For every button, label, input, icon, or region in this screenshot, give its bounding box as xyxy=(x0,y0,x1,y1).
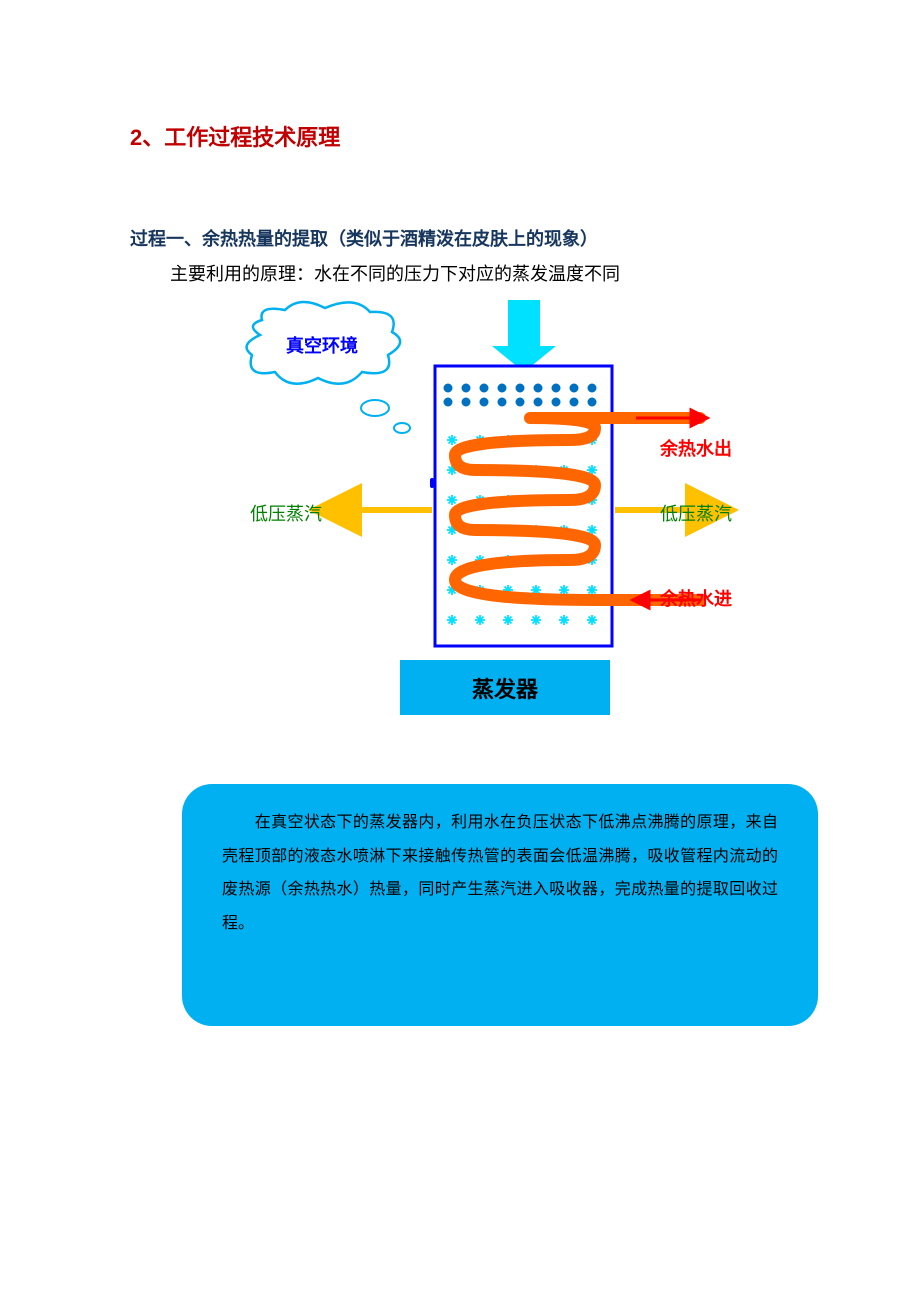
description-box: 在真空状态下的蒸发器内，利用水在负压状态下低沸点沸腾的原理，来自壳程顶部的液态水… xyxy=(182,784,818,1026)
evaporator-diagram: 真空环境 xyxy=(0,300,920,710)
hot-in-label: 余热水进 xyxy=(660,585,732,611)
principle-text: 主要利用的原理：水在不同的压力下对应的蒸发温度不同 xyxy=(170,260,620,286)
cloud-label: 真空环境 xyxy=(286,335,358,356)
spray-inlet-arrow xyxy=(492,300,556,372)
vessel-detail xyxy=(430,478,434,488)
section-title: 2、工作过程技术原理 xyxy=(130,120,340,152)
steam-left-label: 低压蒸汽 xyxy=(250,500,322,526)
hot-out-label: 余热水出 xyxy=(660,435,732,461)
steam-right-label: 低压蒸汽 xyxy=(660,500,732,526)
device-name-box: 蒸发器 xyxy=(400,660,610,715)
process-subtitle: 过程一、余热热量的提取（类似于酒精泼在皮肤上的现象） xyxy=(130,225,598,251)
vacuum-cloud: 真空环境 xyxy=(247,302,410,433)
page: 2、工作过程技术原理 过程一、余热热量的提取（类似于酒精泼在皮肤上的现象） 主要… xyxy=(0,0,920,1302)
